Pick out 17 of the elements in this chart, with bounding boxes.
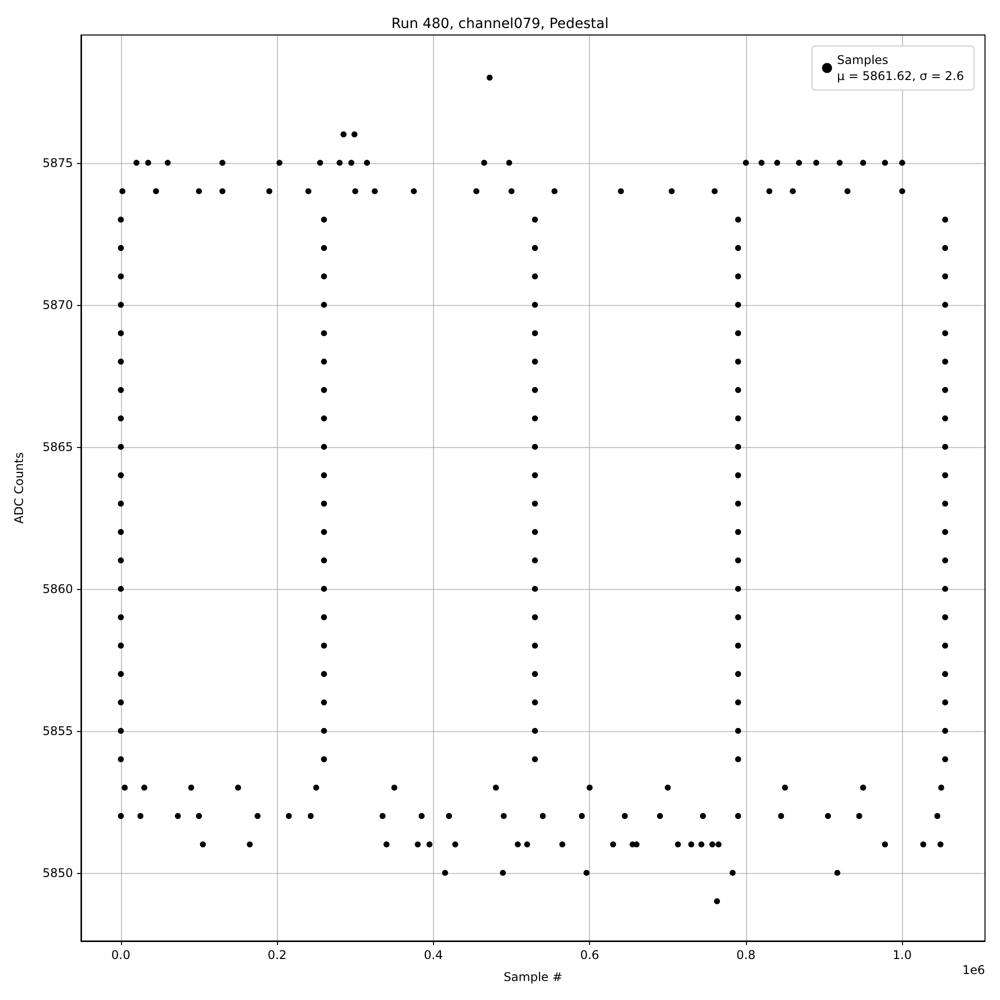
x-tick-label: 1.0 [892,948,912,962]
text: 1e6 [962,963,986,977]
chart-title: Run 480, channel079, Pedestal [391,16,609,32]
x-tick-label: 0.6 [580,948,600,962]
y-tick-label: 5850 [42,866,73,880]
y-tick-label: 5870 [42,298,73,312]
legend-label: Samples μ = 5861.62, σ = 2.6 [837,53,964,83]
y-tick-label: 5860 [42,582,73,596]
x-tick-label: 0.2 [268,948,287,962]
x-tick-label: 0.0 [111,948,130,962]
x-tick-label: 0.4 [424,948,443,962]
x-tick-label: 0.8 [736,948,756,962]
x-axis-title: Sample # [504,970,562,984]
y-axis-title: ADC Counts [12,452,26,524]
y-tick-label: 5865 [42,440,73,454]
y-tick-label: 5855 [42,724,73,738]
y-tick-label: 5875 [42,156,73,170]
